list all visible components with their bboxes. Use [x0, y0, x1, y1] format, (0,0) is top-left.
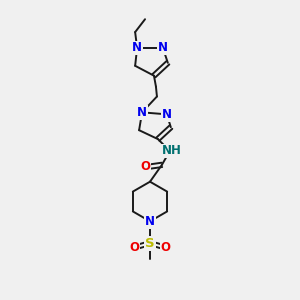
- Text: N: N: [158, 41, 168, 55]
- Text: O: O: [161, 241, 171, 254]
- Text: O: O: [129, 241, 139, 254]
- Text: S: S: [145, 237, 155, 250]
- Text: N: N: [132, 41, 142, 55]
- Text: O: O: [140, 160, 150, 173]
- Text: N: N: [162, 108, 172, 121]
- Text: NH: NH: [162, 145, 182, 158]
- Text: N: N: [137, 106, 147, 119]
- Text: N: N: [145, 215, 155, 228]
